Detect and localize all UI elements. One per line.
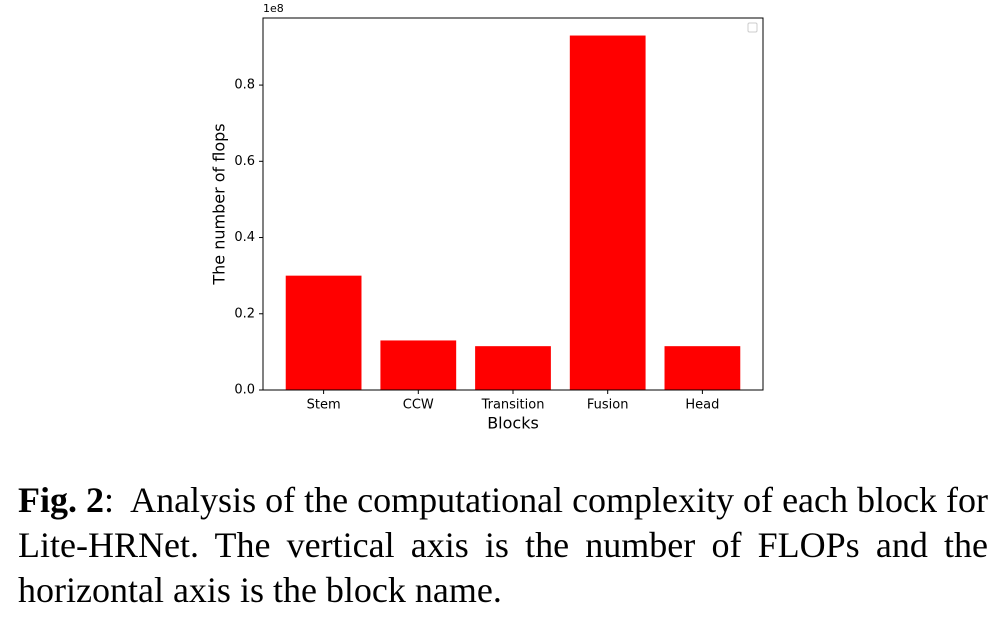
y-tick-label: 0.2 bbox=[234, 306, 255, 321]
caption-text: Analysis of the computational complexity… bbox=[18, 480, 988, 610]
x-tick-label: Head bbox=[685, 398, 719, 413]
x-tick-label: Fusion bbox=[587, 398, 629, 413]
caption: Fig. 2: Analysis of the computational co… bbox=[18, 480, 988, 610]
offset-text: 1e8 bbox=[263, 2, 284, 15]
bar bbox=[664, 346, 741, 390]
x-tick-label: Transition bbox=[481, 398, 545, 413]
plot-frame bbox=[262, 17, 764, 391]
x-tick-label: CCW bbox=[403, 398, 434, 413]
bar bbox=[285, 275, 362, 390]
y-axis-label: The number of flops bbox=[210, 123, 229, 285]
y-tick-label: 0.6 bbox=[234, 154, 255, 169]
bar bbox=[569, 35, 646, 391]
caption-label: Fig. 2 bbox=[18, 480, 105, 520]
x-tick-label: Stem bbox=[307, 398, 341, 413]
y-tick-label: 0.8 bbox=[234, 78, 255, 93]
bar bbox=[380, 340, 457, 390]
bar bbox=[475, 346, 551, 390]
y-tick-label: 0.0 bbox=[234, 383, 255, 398]
x-axis-label: Blocks bbox=[487, 414, 539, 433]
y-tick-label: 0.4 bbox=[234, 230, 255, 245]
legend-box bbox=[747, 22, 758, 33]
chart: 1e8 Blocks The number of flops 0.0 0.2 0.4… bbox=[210, 2, 764, 433]
